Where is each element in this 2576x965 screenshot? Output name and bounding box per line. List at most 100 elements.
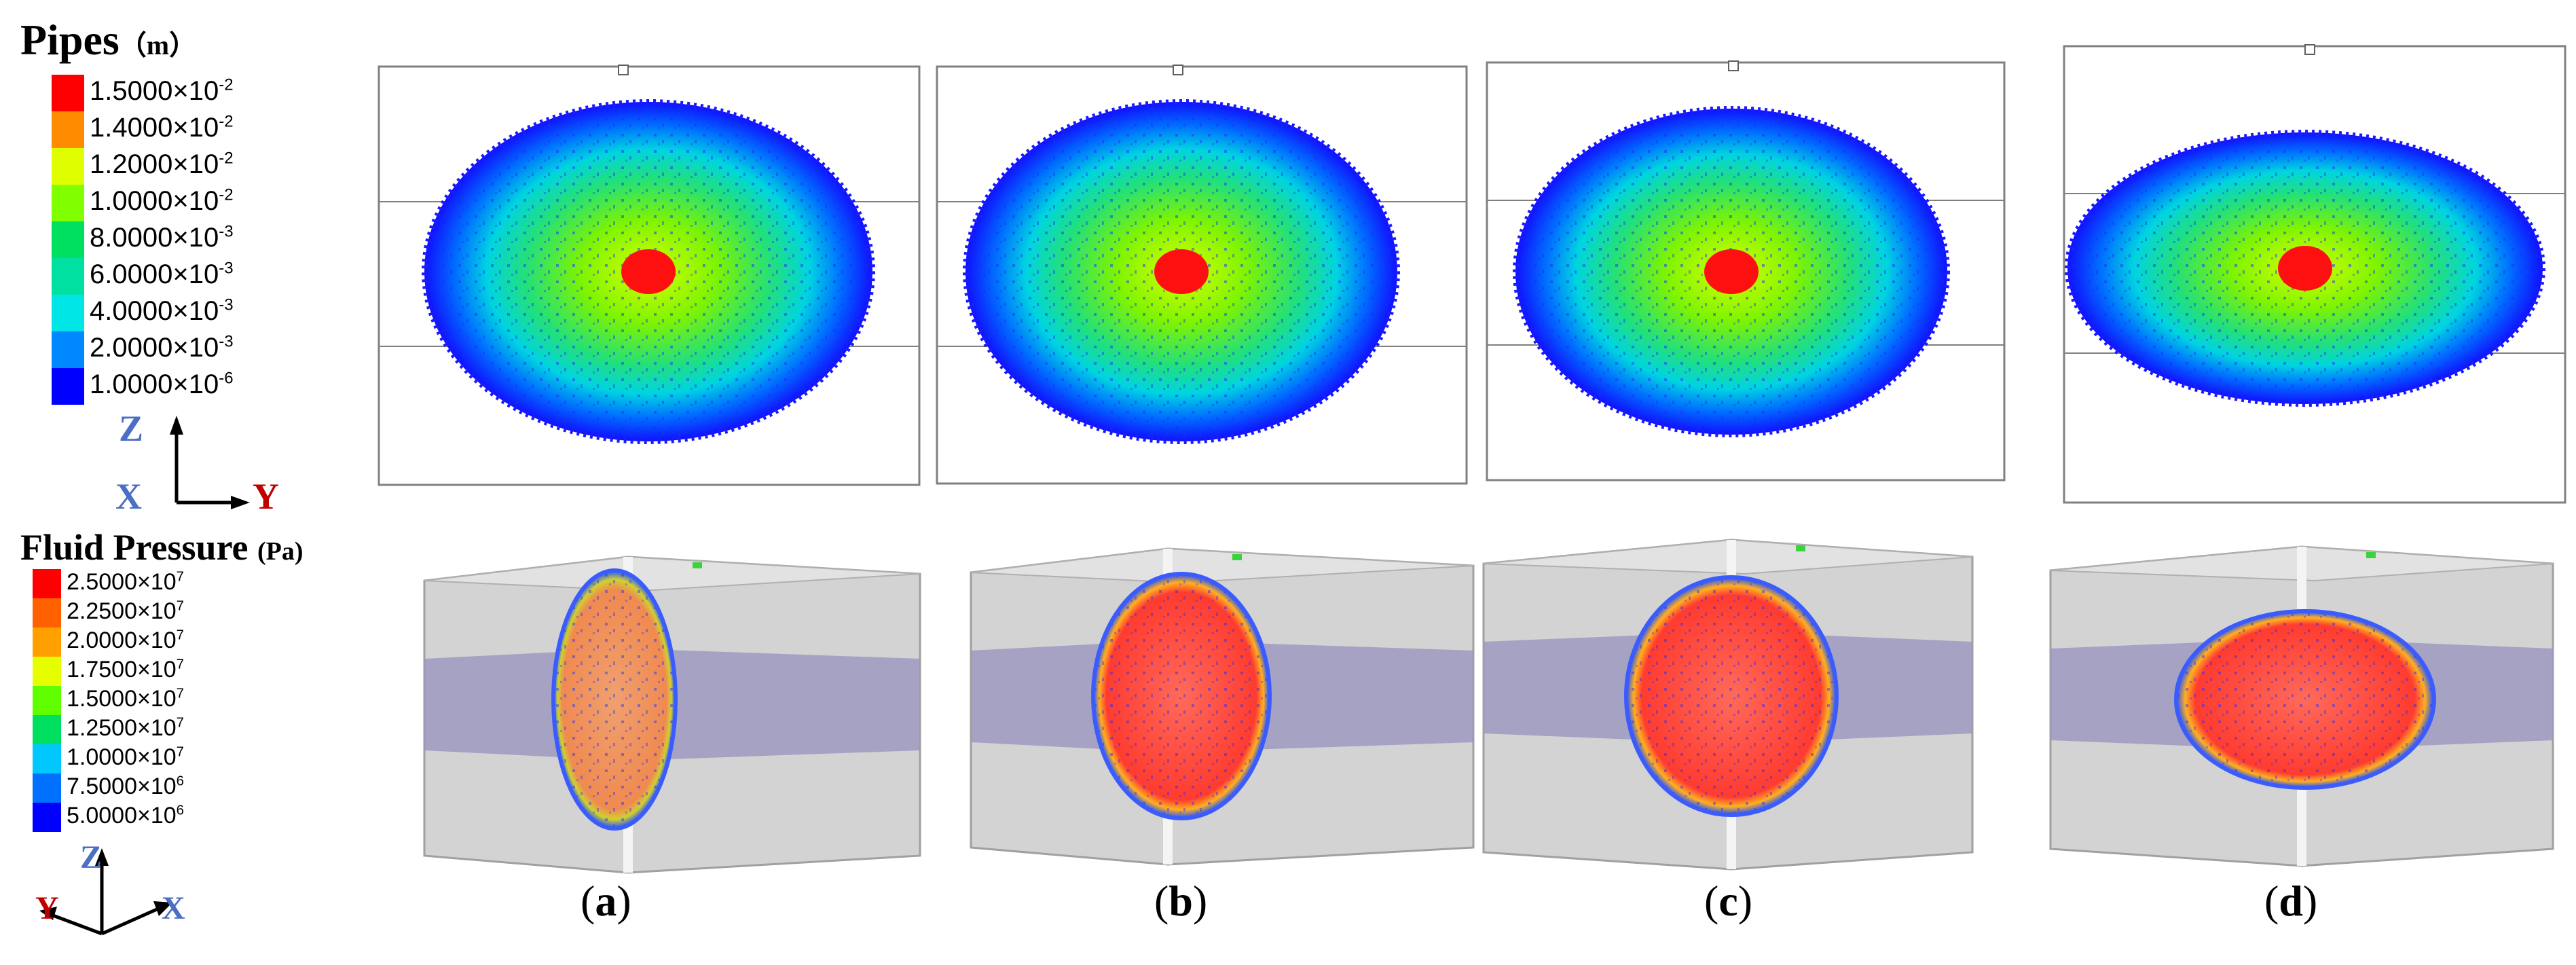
pipes-legend-mantissa: 1.0000×10 — [90, 369, 219, 400]
pipes-legend-mantissa: 1.4000×10 — [90, 113, 219, 143]
pressure-legend-label: 1.7500×107 — [67, 657, 184, 683]
pipes-legend-mantissa: 1.5000×10 — [90, 76, 219, 107]
model-box-top — [424, 556, 921, 592]
pressure-legend-exponent: 7 — [176, 716, 185, 731]
pipes-legend-exponent: -3 — [219, 222, 234, 241]
pressure-legend-mantissa: 1.5000×10 — [67, 686, 177, 712]
pipes-axis-y-label: Y — [253, 476, 279, 517]
pipes-legend-label: 8.0000×10-3 — [90, 223, 234, 253]
pipes-legend-swatch — [52, 75, 84, 111]
paren-close: ) — [2302, 877, 2318, 925]
pipes-legend-label: 1.0000×10-6 — [90, 369, 234, 400]
fracture-pressure-speckle — [1626, 577, 1837, 815]
fracture-edge — [1513, 106, 1950, 437]
pressure-legend-swatch — [33, 715, 61, 744]
pressure-legend-exponent: 7 — [176, 687, 185, 702]
pressure-legend-mantissa: 2.5000×10 — [67, 569, 177, 596]
pipes-axis-triad — [170, 416, 250, 509]
pressure-legend-label: 7.5000×106 — [67, 773, 184, 800]
paren-close: ) — [1737, 877, 1753, 925]
injection-core — [1704, 249, 1759, 294]
pressure-axis-triad — [39, 848, 172, 936]
pressure-axis-z-label: Z — [80, 839, 103, 875]
pressure-title-text: Fluid Pressure — [20, 527, 249, 568]
pipes-legend-swatch — [52, 148, 84, 185]
pipes-legend-exponent: -2 — [219, 149, 234, 168]
monitor-point — [693, 562, 702, 568]
pipes-title-text: Pipes — [20, 16, 119, 64]
pressure-legend-exponent: 7 — [176, 599, 185, 615]
monitor-point — [2366, 552, 2376, 558]
pipes-legend-label: 6.0000×10-3 — [90, 259, 234, 290]
pressure-legend-mantissa: 1.7500×10 — [67, 657, 177, 683]
fracture-pressure-speckle — [1093, 574, 1270, 818]
pressure-legend-exponent: 7 — [176, 570, 185, 585]
pipes-legend-exponent: -3 — [219, 332, 234, 351]
paren-open: ( — [1154, 877, 1169, 925]
pipes-legend-mantissa: 1.2000×10 — [90, 149, 219, 180]
paren-open: ( — [2264, 877, 2279, 925]
panel-letter: c — [1718, 877, 1738, 925]
pipes-legend-label: 1.0000×10-2 — [90, 186, 234, 217]
monitor-point — [1232, 554, 1242, 560]
pipes-legend-exponent: -2 — [219, 75, 234, 94]
pressure-legend-mantissa: 7.5000×10 — [67, 773, 177, 800]
panel-letter: d — [2279, 877, 2303, 925]
pressure-legend-swatch — [33, 657, 61, 686]
pressure-legend-label: 5.0000×106 — [67, 803, 184, 829]
pressure-legend-mantissa: 5.0000×10 — [67, 803, 177, 829]
fracture-edge — [963, 99, 1400, 444]
pressure-legend-exponent: 6 — [176, 774, 185, 790]
pipes-legend-title: Pipes（m） — [20, 15, 196, 65]
pressure-legend-swatch — [33, 627, 61, 657]
pressure-legend-exponent: 6 — [176, 803, 185, 819]
injection-marker — [1173, 65, 1183, 75]
pressure-legend-swatch — [33, 803, 61, 832]
pipes-legend-swatch — [52, 221, 84, 258]
pipes-legend-mantissa: 2.0000×10 — [90, 333, 219, 363]
pressure-legend-mantissa: 1.2500×10 — [67, 715, 177, 742]
fracture-pressure-speckle — [553, 570, 676, 829]
pressure-axis-x-label: X — [162, 890, 185, 926]
pipes-legend-label: 4.0000×10-3 — [90, 296, 234, 327]
model-box-top — [970, 547, 1474, 584]
panel-label-b: (b) — [1154, 876, 1207, 926]
pressure-legend-swatch — [33, 773, 61, 803]
pipes-legend-label: 2.0000×10-3 — [90, 333, 234, 363]
pressure-legend-mantissa: 2.0000×10 — [67, 627, 177, 654]
pressure-legend-title: Fluid Pressure (Pa) — [20, 526, 303, 568]
pressure-legend-exponent: 7 — [176, 657, 185, 673]
pressure-legend-exponent: 7 — [176, 745, 185, 761]
injection-marker — [1728, 60, 1739, 71]
pipes-legend-mantissa: 1.0000×10 — [90, 186, 219, 217]
fracture-pressure-edge — [1091, 572, 1272, 820]
panel-letter: b — [1169, 877, 1193, 925]
pipes-legend-swatch — [52, 368, 84, 405]
paren-open: ( — [1704, 877, 1719, 925]
pipes-legend-label: 1.2000×10-2 — [90, 149, 234, 180]
pipes-legend-exponent: -3 — [219, 259, 234, 278]
pipes-axis-x-label: X — [115, 476, 142, 517]
pipes-legend-swatch — [52, 258, 84, 295]
pressure-legend-label: 1.2500×107 — [67, 715, 184, 742]
pressure-legend-swatch — [33, 598, 61, 627]
fracture-pressure-edge — [1624, 575, 1839, 817]
injection-core — [621, 249, 676, 294]
pressure-legend-label: 2.0000×107 — [67, 627, 184, 654]
pressure-unit-text: (Pa) — [257, 537, 303, 566]
pipes-legend-swatch — [52, 111, 84, 148]
pipes-axis-z-label: Z — [119, 408, 144, 449]
panel-label-c: (c) — [1704, 876, 1752, 926]
pipes-legend-mantissa: 8.0000×10 — [90, 223, 219, 253]
injection-core — [1154, 249, 1209, 294]
pipes-legend-exponent: -3 — [219, 295, 234, 314]
paren-open: ( — [581, 877, 595, 925]
panel-label-d: (d) — [2264, 876, 2317, 926]
panel-label-a: (a) — [581, 876, 631, 926]
pressure-legend-label: 2.2500×107 — [67, 598, 184, 625]
fracture-pressure-speckle — [2176, 611, 2434, 788]
pressure-legend-label: 1.0000×107 — [67, 744, 184, 771]
pressure-axis-y-label: Y — [35, 890, 59, 926]
pipes-legend-mantissa: 6.0000×10 — [90, 259, 219, 290]
